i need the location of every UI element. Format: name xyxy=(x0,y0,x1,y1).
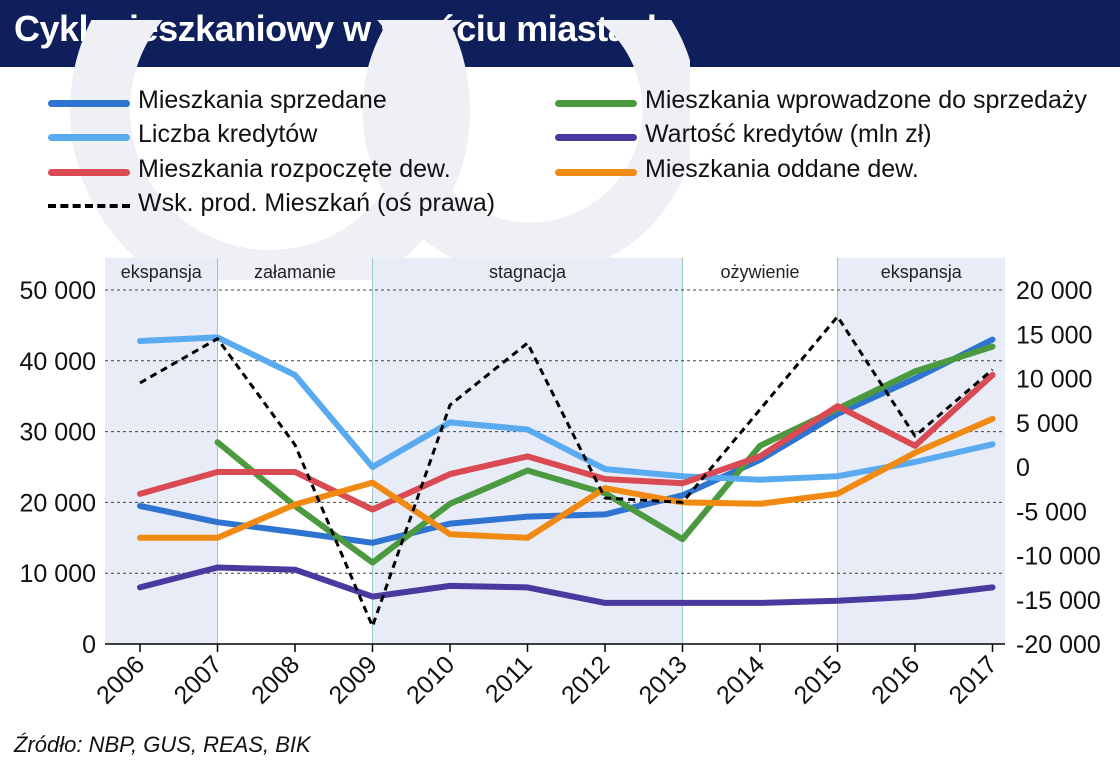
series-line-mieszkania-wprowadzone-do-sprzedaz-y xyxy=(214,343,996,566)
x-tick-label: 2010 xyxy=(401,650,460,709)
y-right-tick-label: 10 000 xyxy=(1016,366,1092,394)
legend-swatch xyxy=(48,204,130,208)
y-right-tick-label: -15 000 xyxy=(1016,587,1101,615)
legend-label: Wsk. prod. Mieszkań (oś prawa) xyxy=(138,189,496,217)
phase-label: załamanie xyxy=(254,262,336,282)
series-line-mieszkania-rozpocze-te-dew xyxy=(137,372,996,513)
y-left-tick-label: 10 000 xyxy=(20,560,96,588)
y-left-tick-label: 0 xyxy=(82,631,96,659)
legend-label: Mieszkania rozpoczęte dew. xyxy=(138,155,451,183)
phase-label: ekspansja xyxy=(881,262,963,282)
legend-label: Mieszkania sprzedane xyxy=(138,86,387,114)
y-right-tick-label: -10 000 xyxy=(1016,543,1101,571)
x-tick-label: 2008 xyxy=(246,650,305,709)
phase-band xyxy=(372,258,683,644)
y-right-tick-label: 5 000 xyxy=(1016,410,1079,438)
x-tick-label: 2013 xyxy=(634,650,693,709)
x-tick-label: 2012 xyxy=(556,650,615,709)
y-left-tick-label: 40 000 xyxy=(20,348,96,376)
series-line-wartos-c-kredyto-w-mln-z xyxy=(137,564,996,606)
source-note: Źródło: NBP, GUS, REAS, BIK xyxy=(14,732,311,757)
line-chart: ekspansja załamanie stagnacja ożywienie eksp… xyxy=(20,258,1101,710)
x-tick-label: 2015 xyxy=(789,650,848,709)
x-tick-label: 2011 xyxy=(480,650,538,708)
y-left-tick-label: 20 000 xyxy=(20,489,96,517)
phase-band xyxy=(105,258,218,644)
y-right-tick-label: 0 xyxy=(1016,454,1030,482)
legend-label: Liczba kredytów xyxy=(138,120,318,148)
legend-swatch xyxy=(555,100,637,107)
x-tick-label: 2016 xyxy=(866,650,925,709)
series-line-liczba-kredyto-w xyxy=(137,334,996,483)
legend-label: Mieszkania wprowadzone do sprzedaży xyxy=(645,86,1087,114)
x-tick-label: 2014 xyxy=(711,650,770,709)
x-tick-label: 2009 xyxy=(324,650,383,709)
y-right-tick-label: -5 000 xyxy=(1016,498,1087,526)
legend-label: Wartość kredytów (mln zł) xyxy=(645,120,932,148)
legend-swatch xyxy=(48,100,130,107)
legend-label: Mieszkania oddane dew. xyxy=(645,155,919,183)
phase-label: stagnacja xyxy=(489,262,567,282)
y-left-tick-label: 30 000 xyxy=(20,419,96,447)
x-tick-label: 2017 xyxy=(944,650,1003,709)
series-line-mieszkania-oddane-dew xyxy=(137,415,996,541)
y-left-tick-label: 50 000 xyxy=(20,277,96,305)
legend-swatch xyxy=(555,134,637,141)
series-line-wsk-prod-mieszkan-os-prawa xyxy=(139,315,994,628)
x-tick-label: 2007 xyxy=(169,650,228,709)
phase-label: ożywienie xyxy=(720,262,799,282)
y-right-tick-label: 20 000 xyxy=(1016,277,1092,305)
y-right-tick-label: -20 000 xyxy=(1016,631,1101,659)
chart-legend: Mieszkania sprzedane Liczba kredytów Mie… xyxy=(0,0,1120,230)
y-right-tick-label: 15 000 xyxy=(1016,321,1092,349)
legend-swatch xyxy=(555,169,637,176)
legend-swatch xyxy=(48,134,130,141)
legend-swatch xyxy=(48,169,130,176)
x-tick-label: 2006 xyxy=(91,650,150,709)
phase-label: ekspansja xyxy=(121,262,203,282)
